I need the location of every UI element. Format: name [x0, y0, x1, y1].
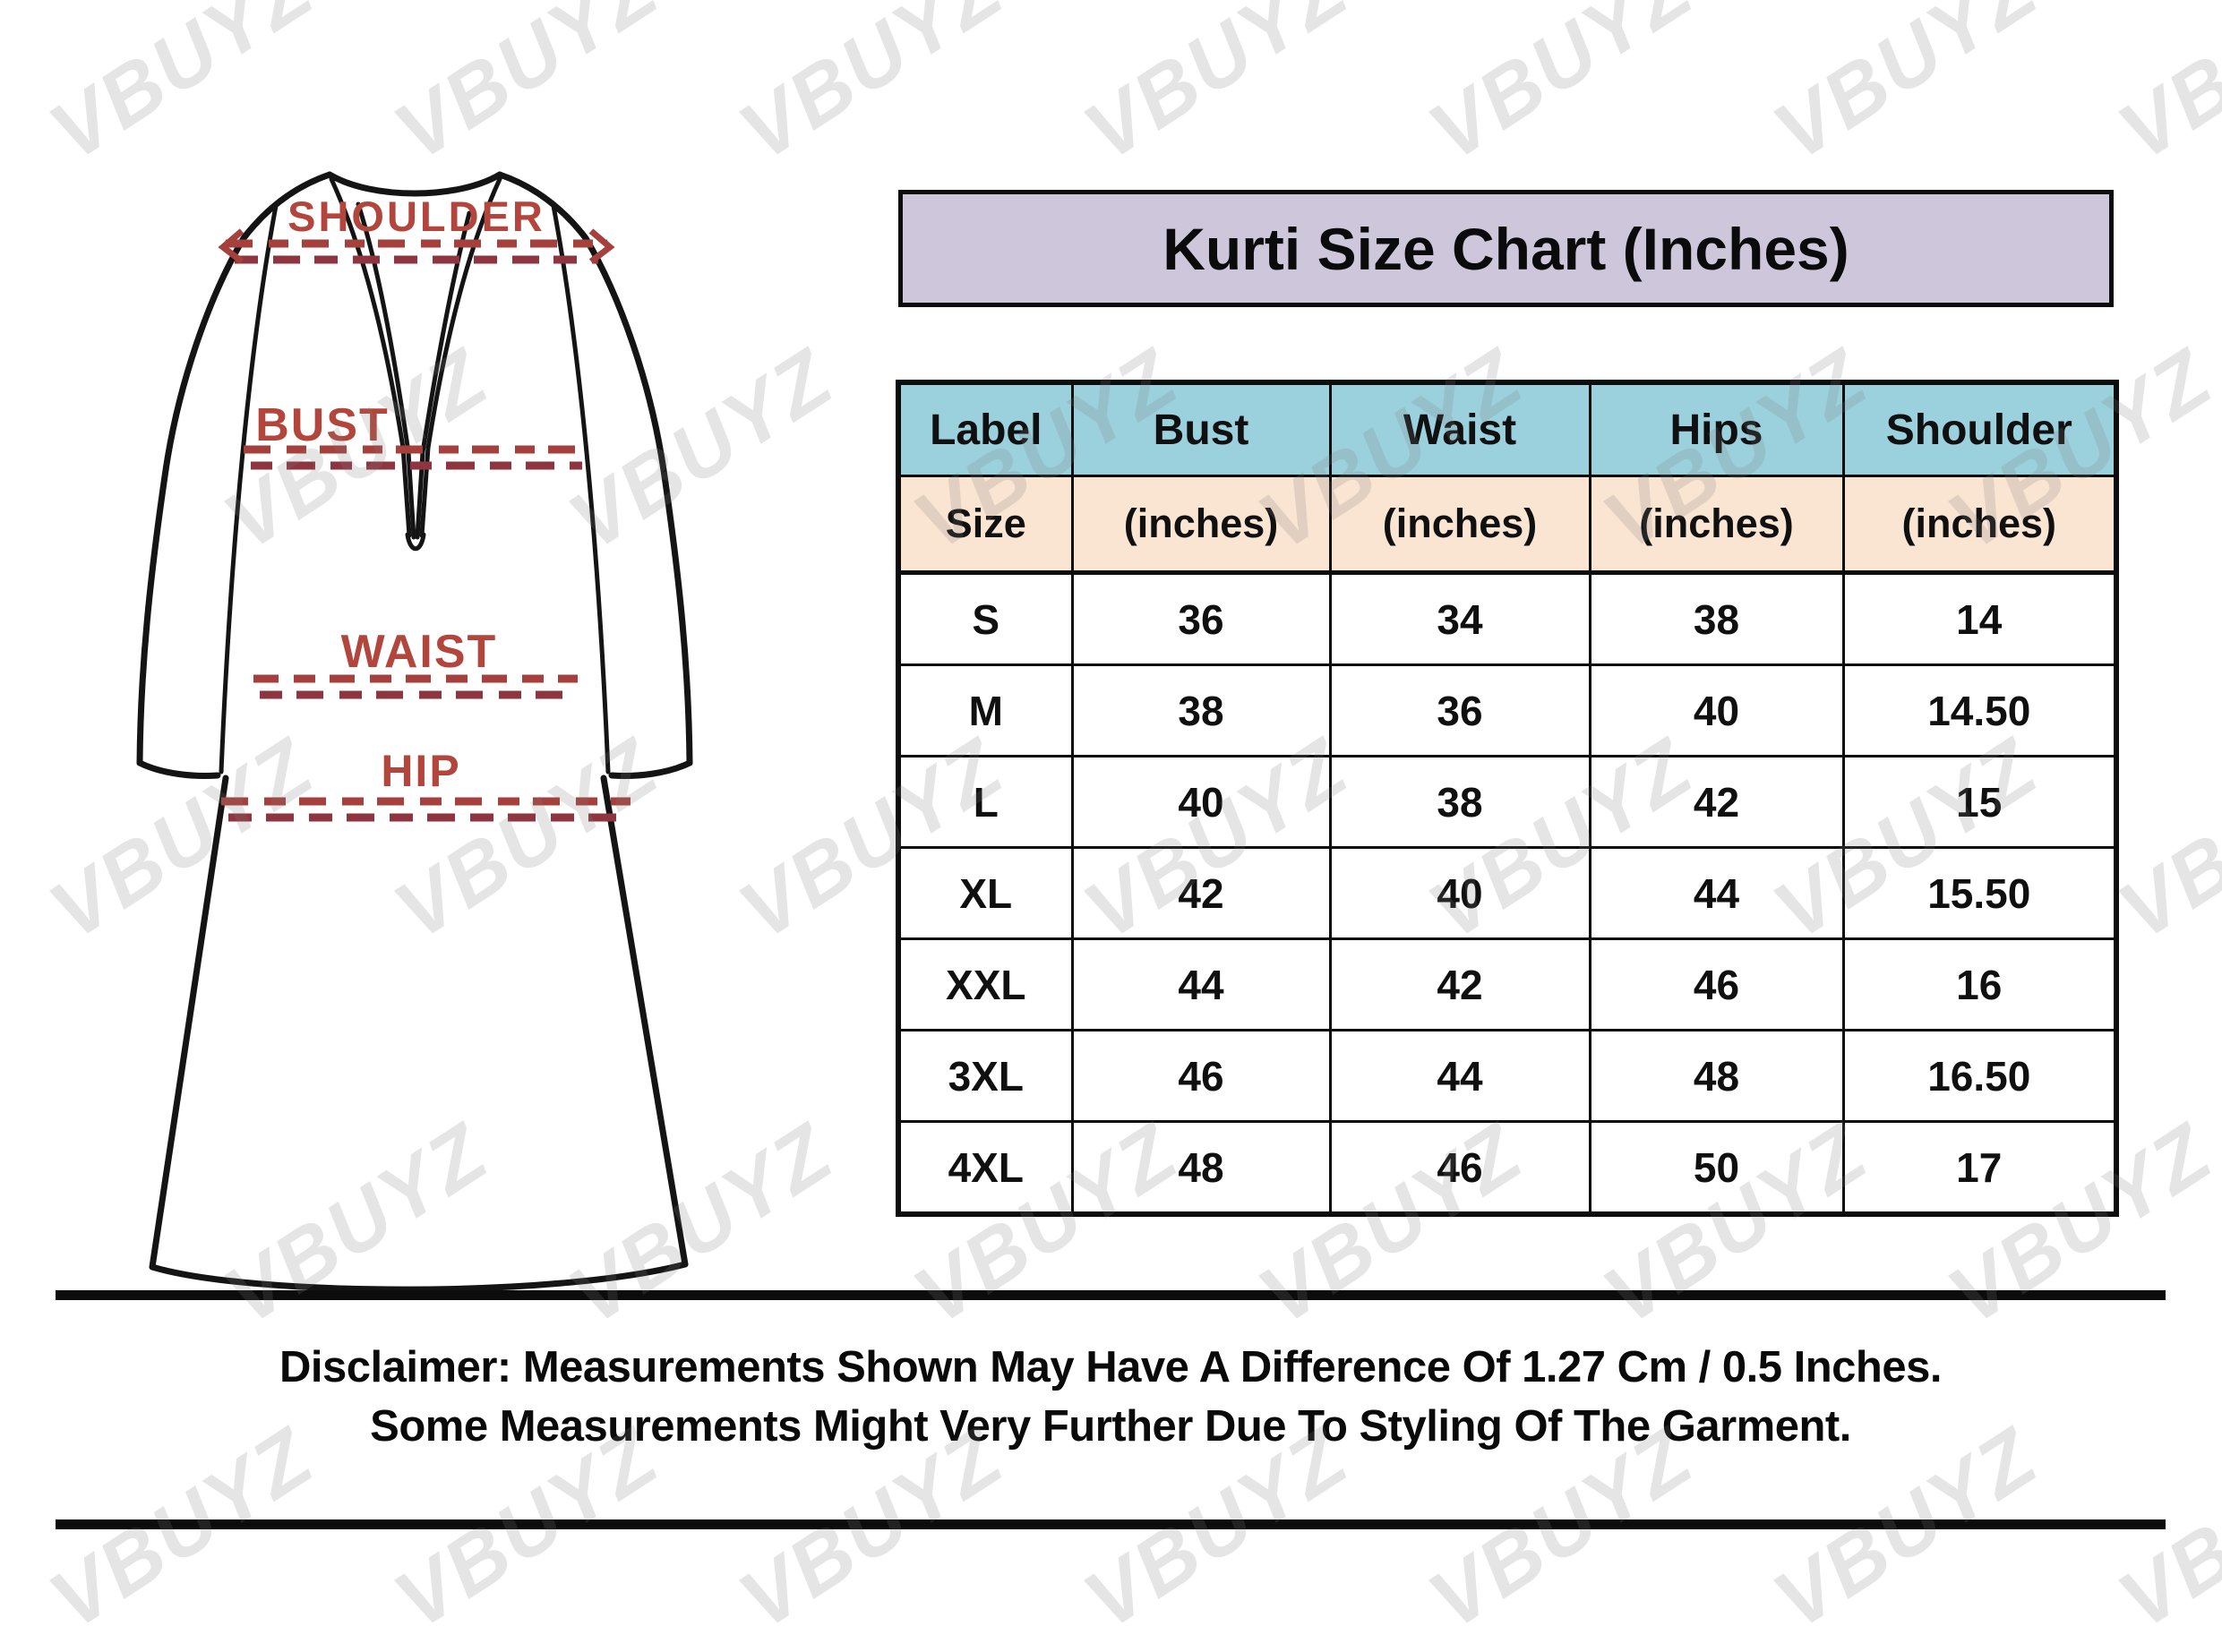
- shoulder-measure-line: [218, 228, 615, 264]
- table-row-s: S 36 34 38 14: [897, 571, 2118, 666]
- shoulder-cell: 16.50: [1841, 1029, 2118, 1123]
- subheader-size: Size: [897, 475, 1074, 575]
- kurti-garment-diagram: SHOULDER BUST WAIST HIP: [136, 171, 693, 1293]
- table-row-xxl: XXL 44 42 46 16: [897, 937, 2118, 1031]
- size-table: Label Bust Waist Hips Shoulder Size (inc…: [896, 380, 2119, 1217]
- hips-cell: 46: [1588, 937, 1845, 1031]
- shoulder-cell: 14: [1841, 571, 2118, 666]
- title-banner: Kurti Size Chart (Inches): [898, 190, 2114, 307]
- measurement-labels: SHOULDER BUST WAIST HIP: [255, 193, 545, 796]
- top-divider-rule: [56, 1290, 2166, 1300]
- hips-cell: 42: [1588, 755, 1845, 849]
- bust-label: BUST: [255, 399, 390, 451]
- page-title: Kurti Size Chart (Inches): [1162, 215, 1849, 282]
- size-label-cell: S: [897, 571, 1074, 666]
- kurti-neck-slit: [329, 176, 502, 552]
- bust-cell: 40: [1070, 755, 1332, 849]
- waist-cell: 36: [1328, 663, 1591, 758]
- bust-measure-line: [244, 445, 589, 470]
- hips-cell: 48: [1588, 1029, 1845, 1123]
- shoulder-cell: 14.50: [1841, 663, 2118, 758]
- size-label-cell: L: [897, 755, 1074, 849]
- size-label-cell: XL: [897, 846, 1074, 940]
- waist-cell: 40: [1328, 846, 1591, 940]
- size-label-cell: M: [897, 663, 1074, 758]
- size-label-cell: XXL: [897, 937, 1074, 1031]
- waist-cell: 44: [1328, 1029, 1591, 1123]
- bust-cell: 36: [1070, 571, 1332, 666]
- bottom-divider-rule: [56, 1519, 2166, 1529]
- hip-measure-line: [221, 797, 631, 822]
- shoulder-label: SHOULDER: [287, 193, 545, 240]
- shoulder-cell: 15.50: [1841, 846, 2118, 940]
- table-row-l: L 40 38 42 15: [897, 755, 2118, 849]
- subheader-waist-units: (inches): [1328, 475, 1591, 575]
- hips-cell: 44: [1588, 846, 1845, 940]
- watermark-text: VBUYZ: [2103, 0, 2222, 178]
- disclaimer-line-1: Disclaimer: Measurements Shown May Have …: [279, 1343, 1942, 1391]
- table-header-row: Label Bust Waist Hips Shoulder: [897, 381, 2118, 477]
- disclaimer: Disclaimer: Measurements Shown May Have …: [54, 1338, 2167, 1456]
- bust-cell: 48: [1070, 1120, 1332, 1216]
- waist-label: WAIST: [341, 626, 498, 678]
- hips-cell: 38: [1588, 571, 1845, 666]
- watermark-text: VBUYZ: [34, 0, 330, 178]
- subheader-bust-units: (inches): [1070, 475, 1332, 575]
- table-row-m: M 38 36 40 14.50: [897, 663, 2118, 758]
- shoulder-cell: 15: [1841, 755, 2118, 849]
- bust-cell: 44: [1070, 937, 1332, 1031]
- watermark-text: VBUYZ: [724, 0, 1019, 178]
- waist-measure-line: [253, 674, 578, 699]
- subheader-hips-units: (inches): [1588, 475, 1845, 575]
- waist-cell: 38: [1328, 755, 1591, 849]
- table-row-xl: XL 42 40 44 15.50: [897, 846, 2118, 940]
- table-subheader-row: Size (inches) (inches) (inches) (inches): [897, 475, 2118, 575]
- subheader-shoulder-units: (inches): [1841, 475, 2118, 575]
- watermark-text: VBUYZ: [379, 0, 674, 178]
- col-header-label: Label: [897, 381, 1074, 477]
- kurti-outline: [136, 171, 693, 1293]
- col-header-waist: Waist: [1328, 381, 1591, 477]
- waist-cell: 34: [1328, 571, 1591, 666]
- bust-cell: 46: [1070, 1029, 1332, 1123]
- bust-cell: 42: [1070, 846, 1332, 940]
- col-header-bust: Bust: [1070, 381, 1332, 477]
- hips-cell: 40: [1588, 663, 1845, 758]
- table-row-4xl: 4XL 48 46 50 17: [897, 1120, 2118, 1216]
- size-label-cell: 3XL: [897, 1029, 1074, 1123]
- measurement-lines: [218, 228, 631, 822]
- shoulder-cell: 16: [1841, 937, 2118, 1031]
- disclaimer-line-2: Some Measurements Might Very Further Due…: [370, 1402, 1851, 1451]
- table-row-3xl: 3XL 46 44 48 16.50: [897, 1029, 2118, 1123]
- bust-cell: 38: [1070, 663, 1332, 758]
- waist-cell: 42: [1328, 937, 1591, 1031]
- size-label-cell: 4XL: [897, 1120, 1074, 1216]
- watermark-text: VBUYZ: [2103, 721, 2222, 957]
- shoulder-cell: 17: [1841, 1120, 2118, 1216]
- watermark-text: VBUYZ: [1068, 0, 1364, 178]
- col-header-shoulder: Shoulder: [1841, 381, 2118, 477]
- watermark-text: VBUYZ: [1758, 0, 2054, 178]
- col-header-hips: Hips: [1588, 381, 1845, 477]
- watermark-text: VBUYZ: [1413, 0, 1709, 178]
- waist-cell: 46: [1328, 1120, 1591, 1216]
- hips-cell: 50: [1588, 1120, 1845, 1216]
- hip-label: HIP: [381, 746, 460, 796]
